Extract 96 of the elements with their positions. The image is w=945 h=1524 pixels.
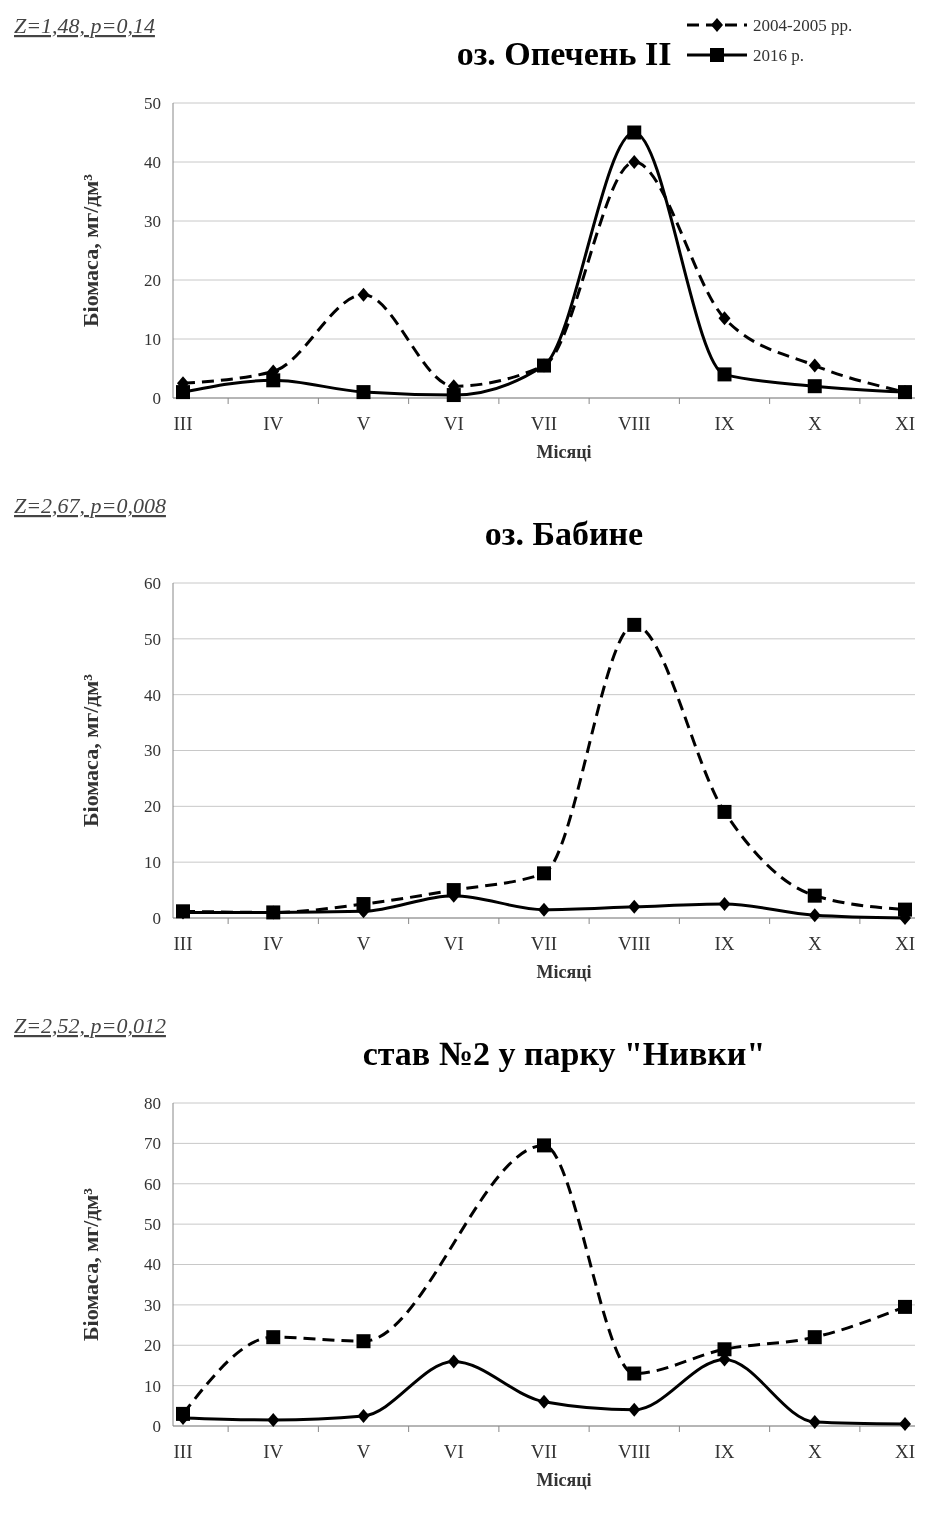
point xyxy=(628,155,641,169)
x-tick-label: X xyxy=(807,1441,822,1462)
y-axis-title: Біомаса, мг/дм³ xyxy=(78,673,103,827)
y-tick-label: 20 xyxy=(144,270,161,290)
x-tick-label: ІІІ xyxy=(173,933,193,954)
x-tick-label: VII xyxy=(530,1441,558,1462)
chart-title: оз. Бабине xyxy=(484,515,644,552)
x-tick-label: VII xyxy=(530,413,558,434)
x-tick-label: IX xyxy=(714,1441,735,1462)
point xyxy=(898,1299,912,1314)
text: Z=2,52, p=0,012 xyxy=(14,1013,166,1038)
y-axis-title: Біомаса, мг/дм³ xyxy=(78,1187,103,1341)
x-axis-title: Місяці xyxy=(536,962,592,982)
y-tick-label: 50 xyxy=(144,629,161,649)
y-tick-label: 40 xyxy=(144,1255,161,1275)
x-tick-label: VI xyxy=(443,1441,464,1462)
y-tick-label: 0 xyxy=(152,1416,161,1436)
legend-label: 2004-2005 рр. xyxy=(753,15,853,35)
legend-label: 2016 р. xyxy=(753,45,804,65)
y-tick-label: 80 xyxy=(144,1093,161,1113)
point xyxy=(718,311,731,326)
x-tick-label: IV xyxy=(263,1441,284,1462)
point xyxy=(807,379,822,394)
point xyxy=(899,1416,911,1431)
x-tick-label: XI xyxy=(894,933,916,954)
x-tick-label: VIII xyxy=(617,933,651,954)
chart-title: став №2 у парку "Нивки" xyxy=(362,1035,766,1072)
y-tick-label: 40 xyxy=(144,685,161,705)
point xyxy=(446,388,461,403)
point xyxy=(538,902,550,917)
point xyxy=(356,385,371,400)
x-tick-label: XI xyxy=(894,1441,916,1462)
x-tick-label: VI xyxy=(443,413,464,434)
point xyxy=(266,373,281,388)
point xyxy=(717,804,732,819)
x-tick-label: IX xyxy=(714,413,735,434)
x-tick-label: XI xyxy=(894,413,916,434)
point xyxy=(267,1412,280,1427)
y-tick-label: 30 xyxy=(144,1295,161,1315)
y-tick-label: 60 xyxy=(144,1174,161,1194)
x-tick-label: V xyxy=(356,1441,371,1462)
x-axis-title: Місяці xyxy=(536,442,592,462)
x-tick-label: VIII xyxy=(617,1441,651,1462)
chart-title: оз. Опечень ІІ xyxy=(456,35,672,72)
x-tick-label: VI xyxy=(443,933,464,954)
y-tick-label: 30 xyxy=(144,211,161,231)
x-tick-label: X xyxy=(807,413,822,434)
y-tick-label: 10 xyxy=(144,1376,161,1396)
y-tick-label: 70 xyxy=(144,1134,161,1154)
x-tick-label: VIII xyxy=(617,413,651,434)
point xyxy=(807,888,822,903)
point xyxy=(807,1330,822,1345)
y-axis-title: Біомаса, мг/дм³ xyxy=(78,173,103,327)
x-tick-label: IV xyxy=(263,933,284,954)
y-tick-label: 0 xyxy=(152,388,161,408)
point xyxy=(266,1330,281,1345)
point xyxy=(627,1366,642,1381)
text: Z=1,48, p=0,14 xyxy=(14,13,155,38)
x-tick-label: ІІІ xyxy=(173,413,193,434)
point xyxy=(447,1354,460,1369)
x-tick-label: X xyxy=(807,933,822,954)
point xyxy=(537,1138,551,1153)
y-tick-label: 40 xyxy=(144,152,161,172)
y-tick-label: 10 xyxy=(144,853,161,873)
point xyxy=(356,1334,371,1349)
y-tick-label: 50 xyxy=(144,1215,161,1235)
y-tick-label: 20 xyxy=(144,1336,161,1356)
point xyxy=(717,1342,732,1357)
point xyxy=(808,1414,821,1429)
y-tick-label: 30 xyxy=(144,741,161,761)
y-tick-label: 60 xyxy=(144,573,161,593)
x-tick-label: IX xyxy=(714,933,735,954)
point xyxy=(627,617,642,632)
point xyxy=(627,125,642,140)
point xyxy=(357,287,370,302)
x-tick-label: VII xyxy=(530,933,558,954)
point xyxy=(628,1402,641,1417)
point xyxy=(718,897,731,912)
point xyxy=(808,358,821,373)
y-tick-label: 20 xyxy=(144,797,161,817)
text: Z=2,67, p=0,008 xyxy=(14,493,166,518)
y-tick-label: 0 xyxy=(152,908,161,928)
x-tick-label: IV xyxy=(263,413,284,434)
x-tick-label: V xyxy=(356,933,371,954)
point xyxy=(717,367,732,382)
x-tick-label: V xyxy=(356,413,371,434)
y-tick-label: 10 xyxy=(144,329,161,349)
x-tick-label: ІІІ xyxy=(173,1441,193,1462)
x-axis-title: Місяці xyxy=(536,1470,592,1490)
point xyxy=(176,385,190,400)
y-tick-label: 50 xyxy=(144,93,161,113)
point xyxy=(538,1394,550,1409)
point xyxy=(628,899,641,914)
point xyxy=(537,866,551,881)
point xyxy=(808,908,821,923)
point xyxy=(357,1408,370,1423)
